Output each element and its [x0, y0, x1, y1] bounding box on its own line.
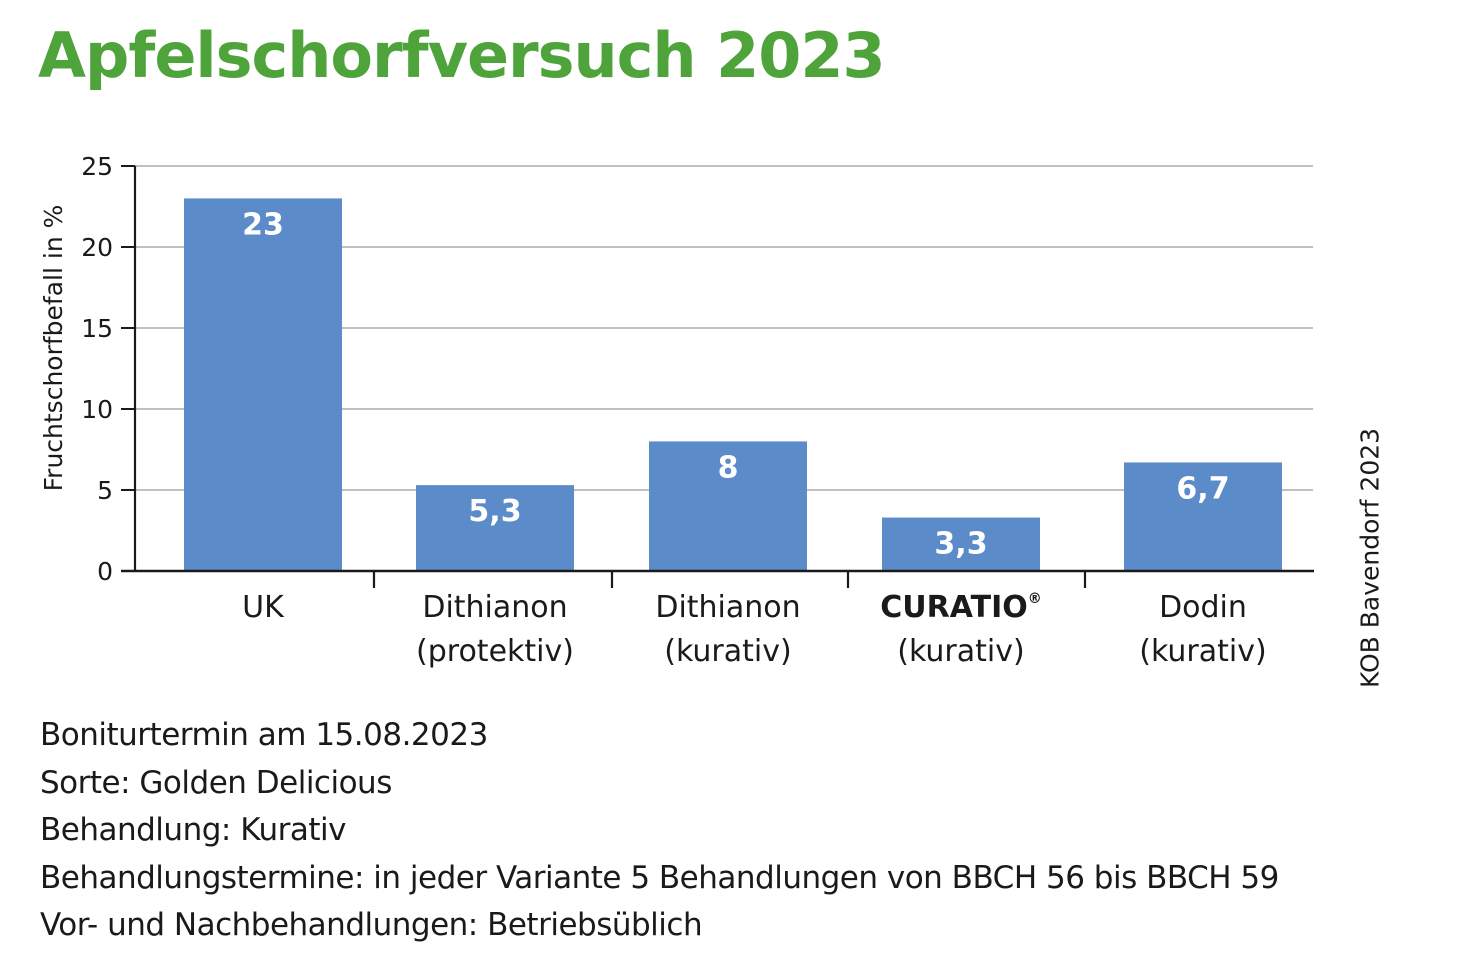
x-category-line: (protektiv) — [416, 634, 574, 669]
y-tick-label: 5 — [97, 476, 113, 505]
bars — [184, 198, 1282, 571]
y-axis-label: Fruchtschorfbefall in % — [39, 205, 68, 492]
bar — [649, 441, 807, 571]
x-category-line: Dithianon — [422, 590, 567, 625]
note-treatment-dates: Behandlungstermine: in jeder Variante 5 … — [40, 859, 1279, 896]
bar-value-label: 23 — [242, 207, 284, 242]
axes — [121, 165, 1314, 588]
y-tick-label: 25 — [81, 152, 113, 181]
note-pre-post-treatment: Vor- und Nachbehandlungen: Betriebsüblic… — [40, 907, 703, 943]
y-tick-label: 10 — [81, 395, 113, 424]
bar-value-label: 6,7 — [1176, 471, 1229, 506]
bar-value-label: 3,3 — [934, 527, 987, 562]
x-category-label: Dithianon (kurativ) — [655, 590, 800, 669]
x-category-line: (kurativ) — [664, 634, 791, 669]
bar — [416, 485, 574, 571]
registered-mark: ® — [1028, 591, 1042, 607]
bar — [882, 517, 1040, 571]
note-variety: Sorte: Golden Delicious — [40, 764, 392, 801]
y-tick-label: 15 — [81, 314, 113, 343]
x-category-line: (kurativ) — [897, 634, 1024, 669]
bar-value-label: 8 — [718, 450, 739, 485]
x-category-label: Dithianon (protektiv) — [416, 590, 574, 669]
y-tick-labels: 0 5 10 15 20 25 — [81, 152, 113, 586]
bar-chart: 23 5,3 8 3,3 6,7 0 5 10 15 20 25 UK Dithianon (prot… — [39, 152, 1314, 669]
bar — [1124, 462, 1282, 571]
y-tick-label: 20 — [81, 233, 113, 262]
x-category-line: UK — [242, 590, 285, 625]
y-tick-label: 0 — [97, 557, 113, 586]
x-category-label: Dodin (kurativ) — [1139, 590, 1266, 669]
x-category-line: (kurativ) — [1139, 634, 1266, 669]
notes-list: Boniturtermin am 15.08.2023 Sorte: Golde… — [40, 712, 1279, 950]
source-credit: KOB Bavendorf 2023 — [1355, 427, 1385, 689]
note-rating-date: Boniturtermin am 15.08.2023 — [40, 717, 488, 753]
chart-title: Apfelschorfversuch 2023 — [38, 19, 886, 92]
x-category-line: CURATIO — [880, 590, 1028, 625]
x-category-labels: UK Dithianon (protektiv) Dithianon (kurativ)… — [242, 590, 1267, 669]
bar-value-label: 5,3 — [468, 494, 521, 529]
x-category-label: UK — [242, 590, 285, 625]
bar — [184, 198, 342, 571]
note-treatment: Behandlung: Kurativ — [40, 812, 346, 848]
data-labels: 23 5,3 8 3,3 6,7 — [242, 207, 1229, 561]
x-category-line: Dodin — [1159, 590, 1247, 625]
x-category-line: Dithianon — [655, 590, 800, 625]
x-category-label: CURATIO® (kurativ) — [880, 590, 1042, 669]
